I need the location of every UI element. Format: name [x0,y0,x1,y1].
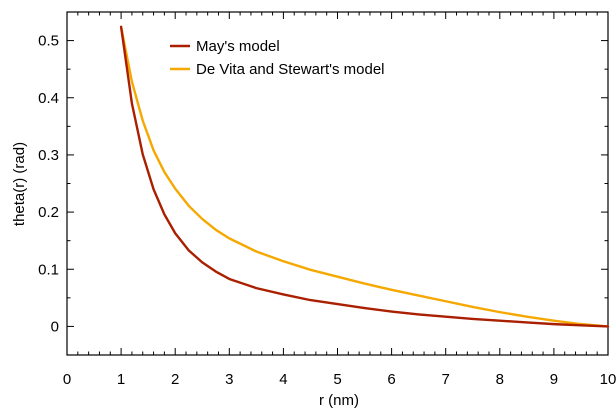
legend: May's model De Vita and Stewart's model [170,38,385,78]
x-tick-label: 7 [442,371,450,388]
x-tick-label: 4 [279,371,287,388]
y-axis-title: theta(r) (rad) [11,142,28,226]
y-tick-label: 0.2 [38,204,59,221]
y-tick-label: 0.5 [38,33,59,50]
x-tick-label: 0 [63,371,71,388]
x-tick-label: 10 [600,371,616,388]
axis-ticks [66,11,609,356]
series-lines [119,25,610,328]
x-tick-label: 5 [333,371,341,388]
y-tick-labels: 0 0.1 0.2 0.3 0.4 0.5 [38,33,59,336]
x-tick-labels: 0 1 2 3 4 5 6 7 8 9 10 [63,371,616,388]
y-tick-label: 0 [51,318,59,335]
y-tick-label: 0.1 [38,261,59,278]
x-tick-label: 6 [387,371,395,388]
x-axis-title: r (nm) [319,392,359,409]
x-tick-label: 8 [496,371,504,388]
series-line-mays-model [119,25,610,328]
legend-label-mays-model: May's model [196,38,280,55]
y-tick-label: 0.4 [38,90,59,107]
x-tick-label: 2 [171,371,179,388]
y-tick-label: 0.3 [38,147,59,164]
legend-label-de-vita-stewart-model: De Vita and Stewart's model [196,61,385,78]
x-tick-label: 3 [225,371,233,388]
x-tick-label: 9 [550,371,558,388]
x-tick-label: 1 [117,371,125,388]
series-line-de-vita-stewart-model [119,25,610,328]
